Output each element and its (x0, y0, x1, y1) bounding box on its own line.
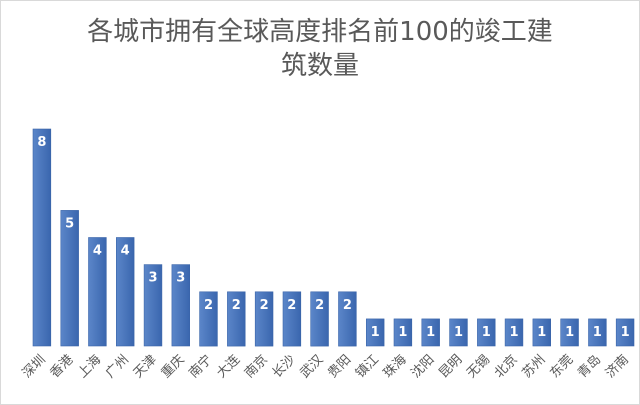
bar-9 (282, 291, 302, 347)
bar-8 (254, 291, 274, 347)
bar-17 (504, 318, 524, 347)
bar-18 (532, 318, 552, 347)
bar-3 (116, 237, 135, 347)
bar-2 (88, 237, 107, 347)
data-label-15: 1 (454, 325, 463, 340)
x-tick-label-3: 广州 (103, 352, 132, 381)
x-tick-label-11: 贵阳 (325, 352, 354, 381)
data-label-16: 1 (482, 325, 491, 340)
bar-1 (60, 210, 79, 347)
x-tick-label-21: 济南 (602, 352, 632, 382)
data-label-5: 3 (176, 271, 185, 286)
bar-0 (32, 128, 52, 347)
data-label-21: 1 (621, 325, 630, 340)
data-label-18: 1 (537, 325, 546, 340)
x-tick-label-10: 武汉 (297, 352, 326, 381)
bar-19 (560, 318, 579, 347)
x-tick-label-19: 东莞 (547, 352, 576, 381)
data-label-17: 1 (509, 325, 518, 340)
bar-15 (449, 318, 468, 347)
x-tick-label-17: 北京 (492, 352, 521, 381)
chart-title: 各城市拥有全球高度排名前100的竣工建 筑数量 (87, 17, 553, 81)
data-label-12: 1 (371, 325, 380, 340)
x-tick-label-6: 南宁 (186, 352, 216, 382)
bar-10 (310, 291, 329, 347)
data-label-13: 1 (398, 325, 407, 340)
data-label-14: 1 (426, 325, 435, 340)
bar-21 (615, 318, 635, 347)
bar-11 (338, 291, 357, 347)
x-tick-label-14: 沈阳 (409, 352, 438, 381)
x-tick-label-4: 天津 (131, 352, 160, 381)
x-tick-label-7: 大连 (213, 352, 243, 382)
x-tick-label-15: 昆明 (436, 352, 465, 381)
data-label-10: 2 (315, 298, 324, 313)
x-tick-label-9: 长沙 (270, 352, 299, 381)
data-label-3: 4 (121, 244, 130, 259)
data-label-20: 1 (593, 325, 602, 340)
x-tick-label-16: 无锡 (464, 352, 493, 381)
bar-13 (393, 318, 413, 347)
bar-5 (171, 264, 190, 347)
bar-4 (143, 264, 163, 347)
bar-12 (365, 318, 385, 347)
bar-6 (199, 291, 218, 347)
x-tick-label-18: 苏州 (519, 352, 549, 382)
bar-16 (477, 318, 496, 347)
x-tick-label-20: 青岛 (574, 352, 604, 382)
data-label-9: 2 (287, 298, 296, 313)
x-tick-label-12: 镇江 (353, 352, 382, 381)
data-label-2: 4 (93, 244, 102, 259)
data-label-1: 5 (65, 216, 74, 231)
data-label-8: 2 (260, 298, 269, 313)
data-label-4: 3 (148, 271, 157, 286)
bar-7 (227, 291, 246, 347)
x-tick-label-2: 上海 (75, 352, 104, 381)
x-tick-label-8: 南京 (241, 352, 271, 382)
x-tick-label-1: 香港 (48, 352, 77, 381)
x-tick-label-0: 深圳 (20, 352, 49, 381)
x-tick-label-13: 珠海 (381, 352, 410, 381)
data-label-0: 8 (37, 135, 46, 150)
x-tick-label-5: 重庆 (158, 352, 188, 382)
bar-14 (421, 318, 440, 347)
data-label-7: 2 (232, 298, 241, 313)
data-label-19: 1 (565, 325, 574, 340)
bar-20 (588, 318, 607, 347)
data-label-11: 2 (343, 298, 352, 313)
data-label-6: 2 (204, 298, 213, 313)
